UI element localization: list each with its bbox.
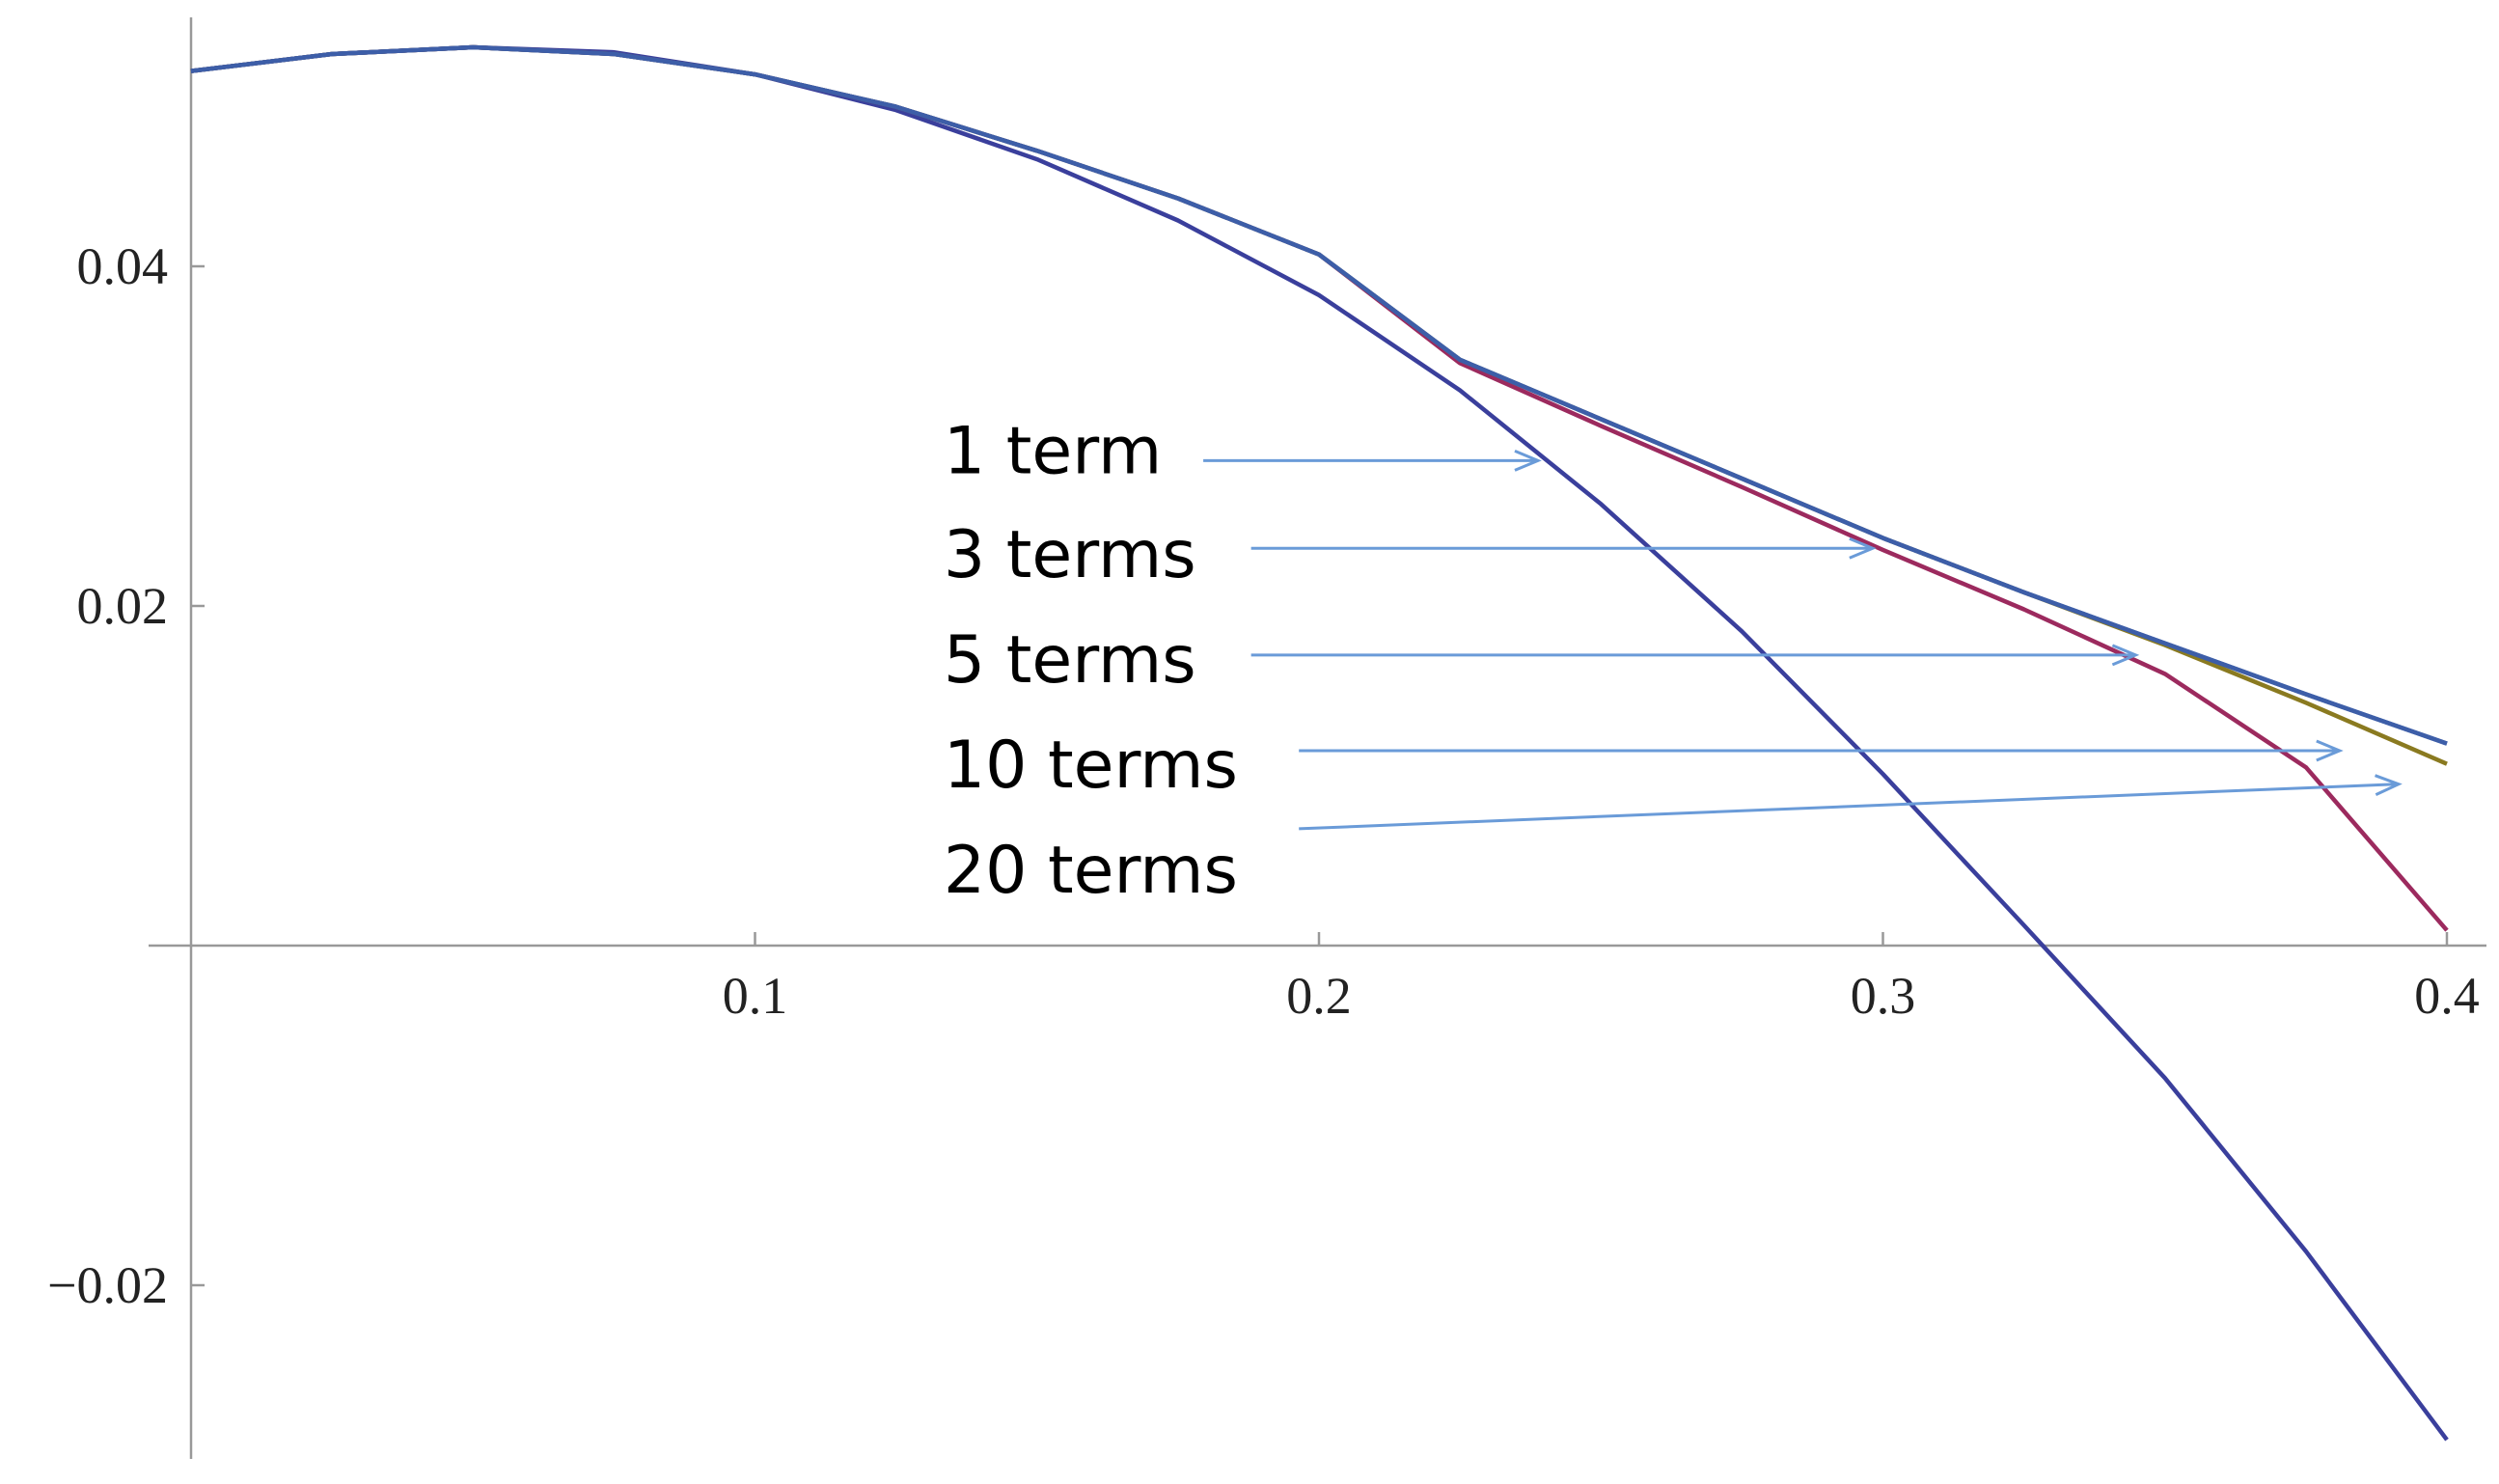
y-tick-label: 0.04 <box>77 237 169 295</box>
x-tick-label: 0.4 <box>2414 967 2480 1025</box>
y-tick-label: −0.02 <box>47 1256 168 1314</box>
series-label: 1 term <box>944 414 1162 490</box>
line-series <box>190 44 2448 746</box>
x-tick-label: 0.3 <box>1851 967 1916 1025</box>
y-tick-label: 0.02 <box>77 577 169 635</box>
x-tick-label: 0.1 <box>723 967 788 1025</box>
arrow <box>1299 774 2403 831</box>
series-label: 5 terms <box>944 622 1196 699</box>
line-series <box>190 44 2448 746</box>
series-label: 20 terms <box>944 833 1238 909</box>
series-label: 10 terms <box>944 728 1238 804</box>
line-series <box>190 44 2449 932</box>
x-tick-label: 0.2 <box>1286 967 1352 1025</box>
series-label: 3 terms <box>944 517 1196 593</box>
